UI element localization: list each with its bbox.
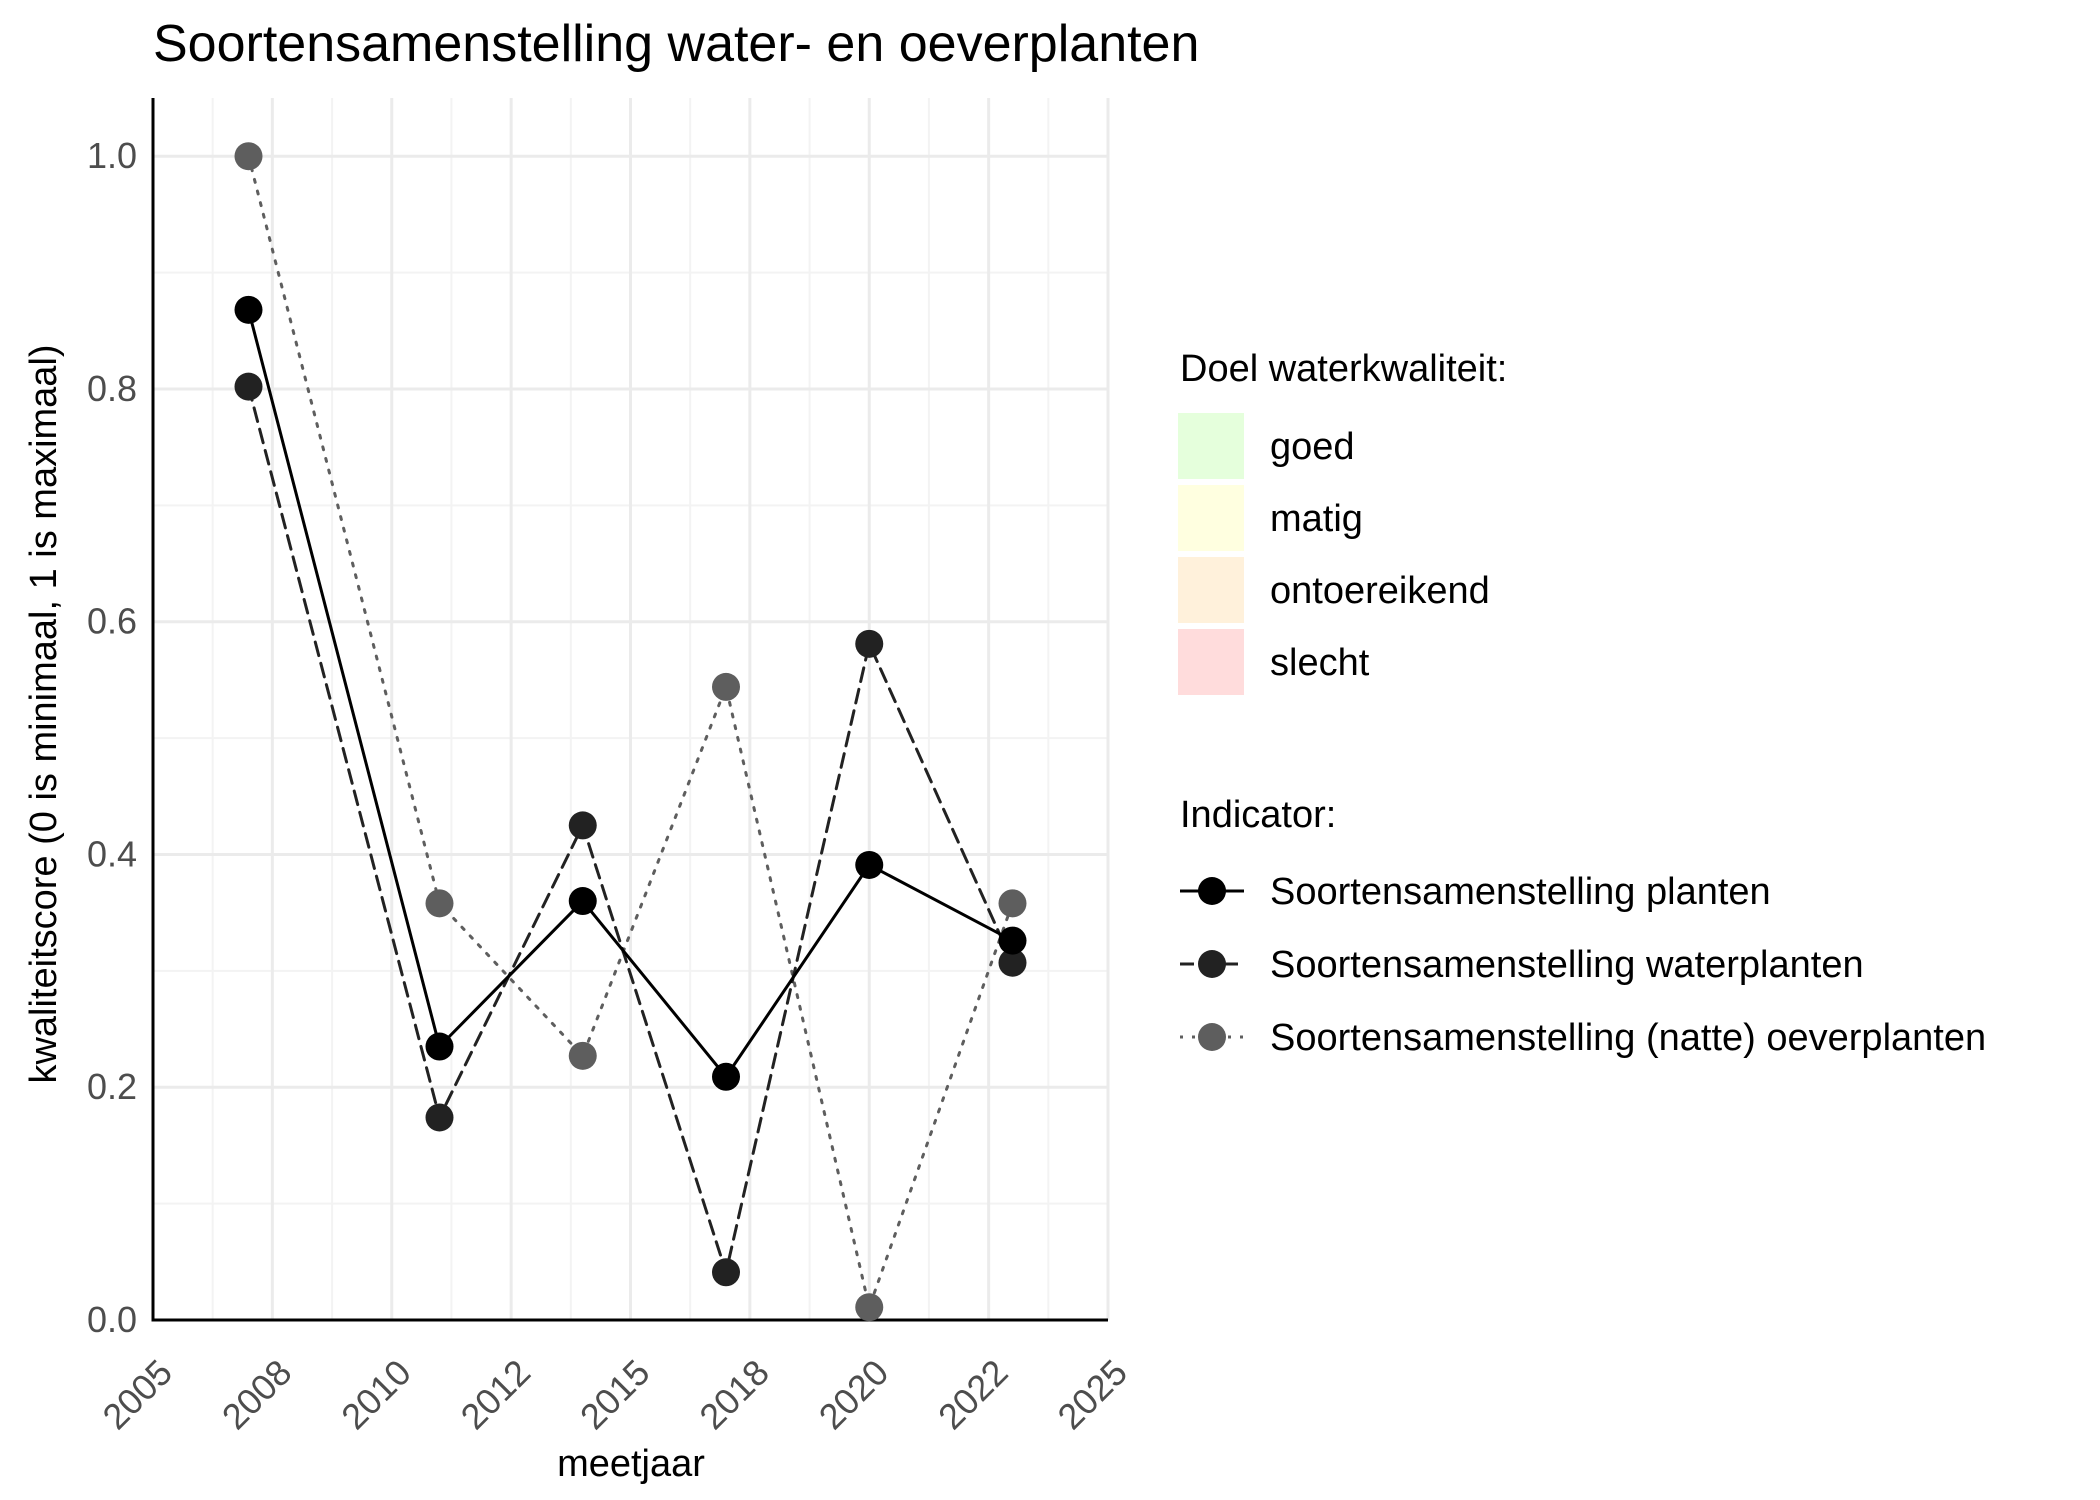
x-tick-label: 2012 bbox=[453, 1352, 539, 1438]
series-1-point bbox=[712, 1062, 740, 1091]
legend-indicator-key-point bbox=[1198, 950, 1226, 978]
x-tick-label: 2005 bbox=[94, 1352, 180, 1438]
y-tick-label: 1.0 bbox=[87, 135, 137, 176]
series-1-point bbox=[855, 850, 884, 879]
x-tick-label: 2018 bbox=[691, 1352, 777, 1438]
series-1-point bbox=[568, 887, 597, 916]
x-tick-label: 2008 bbox=[214, 1352, 300, 1438]
series-1-point bbox=[234, 295, 263, 324]
legend-quality-title: Doel waterkwaliteit: bbox=[1180, 348, 1507, 390]
series-2-point bbox=[855, 629, 884, 658]
series-3-point bbox=[568, 1041, 597, 1070]
y-tick-label: 0.8 bbox=[87, 368, 137, 409]
series-2-point bbox=[234, 372, 263, 401]
legend-indicator: Indicator: Soortensamenstelling planten S… bbox=[1180, 794, 1986, 1059]
series-3-point bbox=[998, 889, 1027, 918]
legend-indicator-label: Soortensamenstelling (natte) oeverplante… bbox=[1270, 1017, 1986, 1059]
series-1-point bbox=[998, 926, 1027, 955]
legend-indicator-title: Indicator: bbox=[1180, 794, 1336, 836]
legend-quality-label: matig bbox=[1270, 498, 1363, 540]
x-axis-title: meetjaar bbox=[557, 1443, 705, 1485]
axes bbox=[151, 98, 1108, 1322]
legend-quality-swatch bbox=[1178, 629, 1244, 695]
series-2-point bbox=[998, 948, 1027, 977]
x-tick-label: 2025 bbox=[1049, 1352, 1135, 1438]
chart-title: Soortensamenstelling water- en oeverplan… bbox=[153, 15, 1199, 73]
series-line-1 bbox=[247, 308, 1014, 1079]
legend-quality-swatch bbox=[1178, 557, 1244, 623]
y-tick-label: 0.0 bbox=[87, 1299, 137, 1340]
series-1-point bbox=[425, 1032, 454, 1061]
legend-quality-label: goed bbox=[1270, 426, 1355, 468]
legend-quality: Doel waterkwaliteit: goed matig ontoereike… bbox=[1178, 348, 1507, 695]
series-3-point bbox=[712, 672, 740, 701]
y-axis-title: kwaliteitscore (0 is minimaal, 1 is maxi… bbox=[23, 344, 65, 1083]
legend-indicator-label: Soortensamenstelling waterplanten bbox=[1270, 944, 1864, 986]
series-3-point bbox=[234, 142, 263, 171]
x-tick-label: 2022 bbox=[930, 1352, 1016, 1438]
series-2-point bbox=[712, 1258, 740, 1287]
x-tick-label: 2015 bbox=[572, 1352, 658, 1438]
legend-indicator-key-point bbox=[1198, 1023, 1226, 1051]
y-tick-label: 0.2 bbox=[87, 1066, 137, 1107]
x-tick-label: 2010 bbox=[333, 1352, 419, 1438]
tick-labels: 0.0 0.2 0.4 0.6 0.8 1.0 2005 2008 2010 2012 2015 20… bbox=[87, 135, 1135, 1437]
grid bbox=[151, 98, 1110, 1322]
series-3-point bbox=[425, 889, 454, 918]
legend-quality-label: slecht bbox=[1270, 642, 1370, 684]
series-3-point bbox=[855, 1293, 884, 1322]
y-tick-label: 0.6 bbox=[87, 601, 137, 642]
legend-quality-label: ontoereikend bbox=[1270, 570, 1490, 612]
y-tick-label: 0.4 bbox=[87, 833, 137, 874]
legend-quality-swatch bbox=[1178, 485, 1244, 551]
series-2-point bbox=[425, 1103, 454, 1132]
legend-indicator-key-point bbox=[1198, 877, 1226, 905]
series-line-2 bbox=[247, 385, 1014, 1274]
x-tick-label: 2020 bbox=[811, 1352, 897, 1438]
legend-quality-swatch bbox=[1178, 413, 1244, 479]
legend-indicator-label: Soortensamenstelling planten bbox=[1270, 871, 1771, 913]
series-layer bbox=[234, 142, 1027, 1322]
series-line-3 bbox=[247, 154, 1014, 1309]
series-2-point bbox=[568, 811, 597, 840]
